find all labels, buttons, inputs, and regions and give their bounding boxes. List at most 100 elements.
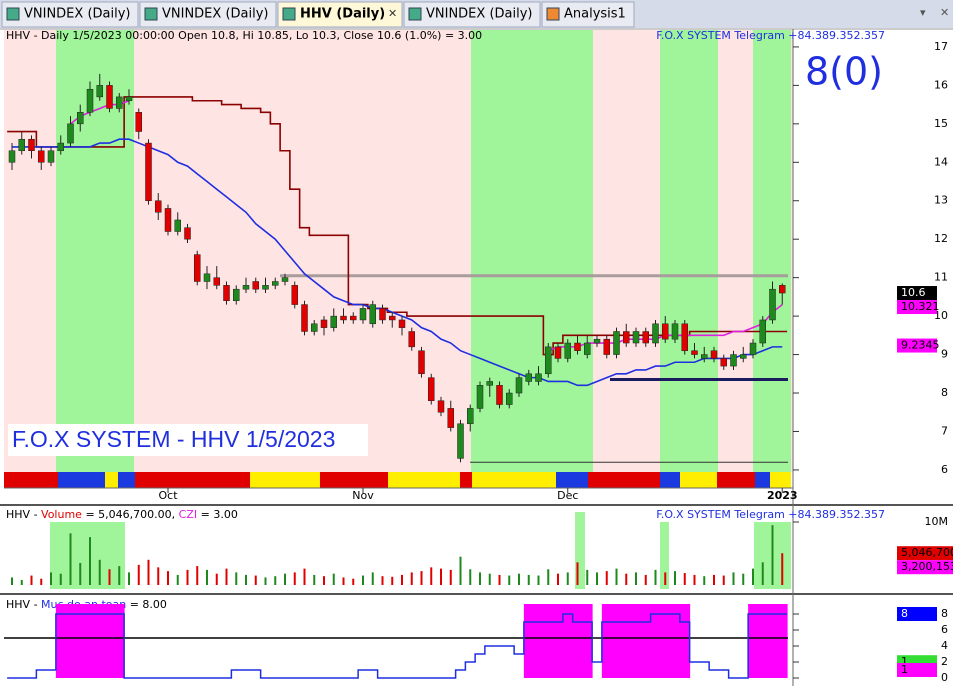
x-tick-label: Nov [352,489,374,502]
candle-body [691,350,698,355]
volume-bar [274,576,277,585]
candle-body [730,354,737,367]
x-tick-label: 2023 [767,489,798,502]
volume-bar [732,572,735,585]
y-tick-label: 12 [934,232,948,245]
candle-body [320,319,328,328]
volume-bar [479,572,481,585]
safety-block [553,604,564,678]
y-tick-label: 8 [941,386,948,399]
safety-block [94,604,106,678]
volume-bar [488,573,491,585]
volume-bar [420,571,423,585]
safety-block [523,604,535,678]
volume-bar [30,575,33,585]
candle-body [564,342,571,359]
header-part: HHV - [6,598,41,611]
y-tick-label: 16 [934,78,948,91]
volume-bar [196,566,199,585]
tab-menu[interactable]: ▾ [920,6,926,19]
safety-block [582,604,593,678]
safety-block [543,604,554,678]
bullish-zone [471,30,593,472]
volume-bar [20,579,23,585]
candle-body [740,354,747,359]
volume-bar [713,574,715,585]
y-tick-label: 17 [934,40,948,53]
volume-bar [781,553,784,585]
header-part: = 3.00 [197,508,238,521]
candle-body [311,323,318,332]
tab[interactable] [403,1,541,28]
volume-bar [225,568,228,585]
candle-body [174,219,181,232]
candle-body [398,319,406,328]
tab[interactable] [1,1,139,28]
volume-bar [518,573,520,585]
tab-label[interactable]: Analysis1 [564,7,626,22]
volume-bar [605,571,608,585]
volume-bar [118,566,121,585]
value-label: 10.6 [901,286,926,299]
volume-bar [615,568,618,585]
tab-label[interactable]: HHV (Daily) [300,7,385,22]
safety-block [55,604,67,678]
candle-body [77,112,84,125]
tab-label[interactable]: VNINDEX (Daily) [24,7,130,22]
value-label-box [897,663,937,677]
safety-block [533,604,544,678]
volume-bar [215,573,218,585]
volume-bar [137,564,140,585]
tab-icon [408,7,422,21]
y-tick-label: 8 [941,607,948,620]
safety-block [114,604,125,678]
y-tick-label: 10M [925,515,949,528]
header-part: Volume [41,508,82,521]
y-tick-label: 15 [934,117,948,130]
safety-block [562,604,574,678]
y-tick-label: 2 [941,655,948,668]
candle-body [359,308,367,321]
candle-body [623,331,630,344]
volume-bar [722,575,725,585]
tab-label[interactable]: VNINDEX (Daily) [162,7,268,22]
y-tick-label: 9 [941,348,948,361]
volume-bar [449,569,452,585]
volume-bar [761,562,764,585]
candle-body [262,285,269,290]
candle-body [67,123,74,144]
state-strip [4,472,791,488]
candle-body [223,285,230,301]
caption: F.O.X SYSTEM - HHV 1/5/2023 [12,426,335,452]
candle-body [457,423,464,459]
y-tick-label: 6 [941,463,948,476]
y-tick-label: 11 [934,271,948,284]
candle-body [155,200,162,213]
volume-bar [508,575,511,585]
value-label: 10.321 [901,300,940,313]
bullish-zone [50,522,125,589]
candle-body [603,338,610,355]
candle-body [437,400,445,413]
tab-close[interactable]: ✕ [388,7,397,20]
tab[interactable] [277,1,403,28]
candle-body [194,254,201,282]
tab[interactable] [139,1,277,28]
volume-bar [752,568,754,585]
tab-label[interactable]: VNINDEX (Daily) [426,7,532,22]
tab-icon [282,7,296,21]
volume-bar [644,574,647,585]
candle-body [496,385,503,405]
value-label: 3,200,153 [901,560,953,573]
safety-block [75,604,86,678]
bullish-zone [660,30,718,472]
safety-block [670,604,681,678]
tab-icon [144,7,158,21]
candle-body [116,96,123,109]
close-button[interactable]: ✕ [940,6,949,19]
safety-block [650,604,661,678]
volume-bar [401,574,403,585]
volume-bar [362,575,364,585]
